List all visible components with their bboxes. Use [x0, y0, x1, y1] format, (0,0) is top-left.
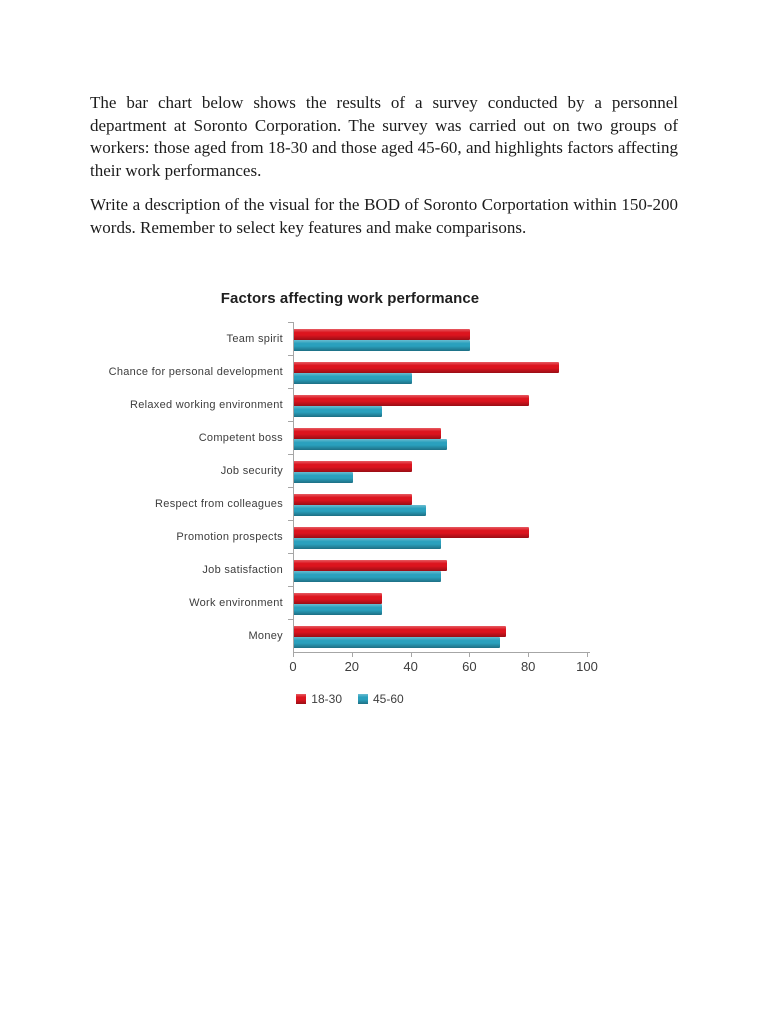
category-label: Work environment — [189, 596, 283, 609]
chart-row: Work environment — [100, 586, 590, 619]
bar-45-60 — [294, 604, 383, 615]
x-axis-label: 80 — [520, 659, 536, 674]
legend-swatch — [296, 694, 307, 704]
bar-18-30 — [294, 527, 530, 538]
y-axis-tick — [288, 454, 294, 455]
chart-row: Chance for personal development — [100, 355, 590, 388]
category-bars — [288, 388, 589, 421]
bar-45-60 — [294, 439, 447, 450]
x-axis-label: 0 — [289, 659, 297, 674]
legend-item: 45-60 — [358, 692, 404, 706]
bar-18-30 — [294, 362, 559, 373]
legend-item: 18-30 — [296, 692, 342, 706]
chart-title: Factors affecting work performance — [220, 290, 480, 307]
y-axis-tick — [288, 487, 294, 488]
chart-row: Money — [100, 619, 590, 652]
category-label: Job satisfaction — [202, 563, 283, 576]
category-label: Competent boss — [198, 431, 283, 444]
category-label: Team spirit — [226, 332, 283, 345]
x-axis-tick — [528, 652, 530, 657]
category-label: Money — [248, 629, 283, 642]
bar-18-30 — [294, 560, 447, 571]
category-bars — [288, 553, 589, 586]
bar-45-60 — [294, 571, 441, 582]
x-axis-label: 60 — [462, 659, 477, 674]
chart-row: Relaxed working environment — [100, 388, 590, 421]
x-axis-label: 20 — [344, 659, 360, 674]
bar-45-60 — [294, 373, 412, 384]
legend: 18-30 45-60 — [100, 692, 600, 706]
legend-swatch — [358, 694, 368, 704]
legend-label: 18-30 — [311, 692, 342, 706]
category-bars — [288, 322, 589, 355]
x-axis-tick — [410, 652, 412, 657]
x-axis-label: 100 — [576, 659, 598, 674]
bar-45-60 — [294, 340, 471, 351]
bar-18-30 — [294, 329, 471, 340]
bar-chart: Factors affecting work performance Team … — [100, 290, 600, 730]
bar-45-60 — [294, 472, 353, 483]
bar-18-30 — [294, 494, 412, 505]
category-bars — [288, 454, 589, 487]
y-axis-tick — [288, 421, 294, 422]
bar-18-30 — [294, 395, 530, 406]
y-axis-tick — [288, 322, 294, 323]
chart-row: Promotion prospects — [100, 520, 590, 553]
category-label: Respect from colleagues — [155, 497, 283, 510]
bar-18-30 — [294, 428, 441, 439]
bar-18-30 — [294, 461, 412, 472]
bar-45-60 — [294, 505, 427, 516]
chart-row: Team spirit — [100, 322, 590, 355]
bar-18-30 — [294, 593, 383, 604]
category-label: Job security — [220, 464, 283, 477]
chart-row: Job security — [100, 454, 590, 487]
category-bars — [288, 619, 589, 652]
y-axis-tick — [288, 619, 294, 620]
x-axis-label: 40 — [403, 659, 418, 674]
chart-row: Competent boss — [100, 421, 590, 454]
bar-45-60 — [294, 406, 383, 417]
x-axis-tick — [351, 652, 353, 657]
category-bars — [288, 487, 589, 520]
y-axis-tick — [288, 520, 294, 521]
category-bars — [288, 586, 589, 619]
category-label: Promotion prospects — [176, 530, 283, 543]
y-axis-tick — [288, 586, 294, 587]
category-bars — [288, 421, 589, 454]
y-axis-tick — [288, 355, 294, 356]
legend-label: 45-60 — [373, 692, 404, 706]
intro-paragraph: The bar chart below shows the results of… — [90, 93, 678, 180]
x-axis — [293, 652, 590, 653]
chart-row: Respect from colleagues — [100, 487, 590, 520]
bar-45-60 — [294, 637, 500, 648]
x-axis-tick — [587, 652, 588, 657]
plot-area: Team spirit Chance for personal developme… — [100, 322, 590, 652]
y-axis-tick — [288, 388, 294, 389]
category-label: Relaxed working environment — [129, 398, 283, 411]
x-axis-tick — [469, 652, 471, 657]
y-axis-tick — [288, 553, 294, 554]
category-bars — [288, 355, 589, 388]
category-label: Chance for personal development — [108, 365, 283, 378]
task-paragraph: Write a description of the visual for th… — [90, 195, 678, 237]
bar-18-30 — [294, 626, 506, 637]
bar-45-60 — [294, 538, 441, 549]
x-axis-tick — [293, 652, 294, 657]
chart-row: Job satisfaction — [100, 553, 590, 586]
category-bars — [288, 520, 589, 553]
